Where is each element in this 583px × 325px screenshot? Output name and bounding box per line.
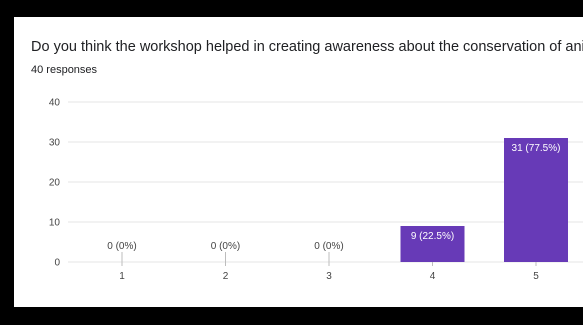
y-tick-label: 0 [54,258,60,269]
x-tick-label: 5 [533,271,539,282]
bar-chart: 0 10 20 30 40 1 0 (0%) 2 0 (0%) 3 0 (0%) 4 9 (22.5%)… [49,98,583,282]
gridlines [68,101,583,263]
x-tick-label: 4 [430,271,436,282]
y-tick-label: 30 [49,138,61,149]
chart-card: Do you think the workshop helped in crea… [14,17,583,307]
response-count: 40 responses [31,64,98,76]
bar-data-label: 9 (22.5%) [411,231,454,242]
bar [400,226,465,262]
x-tick-label: 3 [326,271,332,282]
x-tick-label: 2 [223,271,229,282]
y-tick-label: 40 [49,98,61,109]
bar-data-label: 0 (0%) [107,241,136,252]
bar-data-label: 31 (77.5%) [512,143,561,154]
bar [504,138,568,262]
bar-data-label: 0 (0%) [314,241,343,252]
x-tick-label: 1 [119,271,125,282]
bar-data-label: 0 (0%) [211,241,240,252]
y-tick-label: 10 [49,218,61,229]
y-tick-label: 20 [49,178,61,189]
chart-title: Do you think the workshop helped in crea… [31,39,583,55]
